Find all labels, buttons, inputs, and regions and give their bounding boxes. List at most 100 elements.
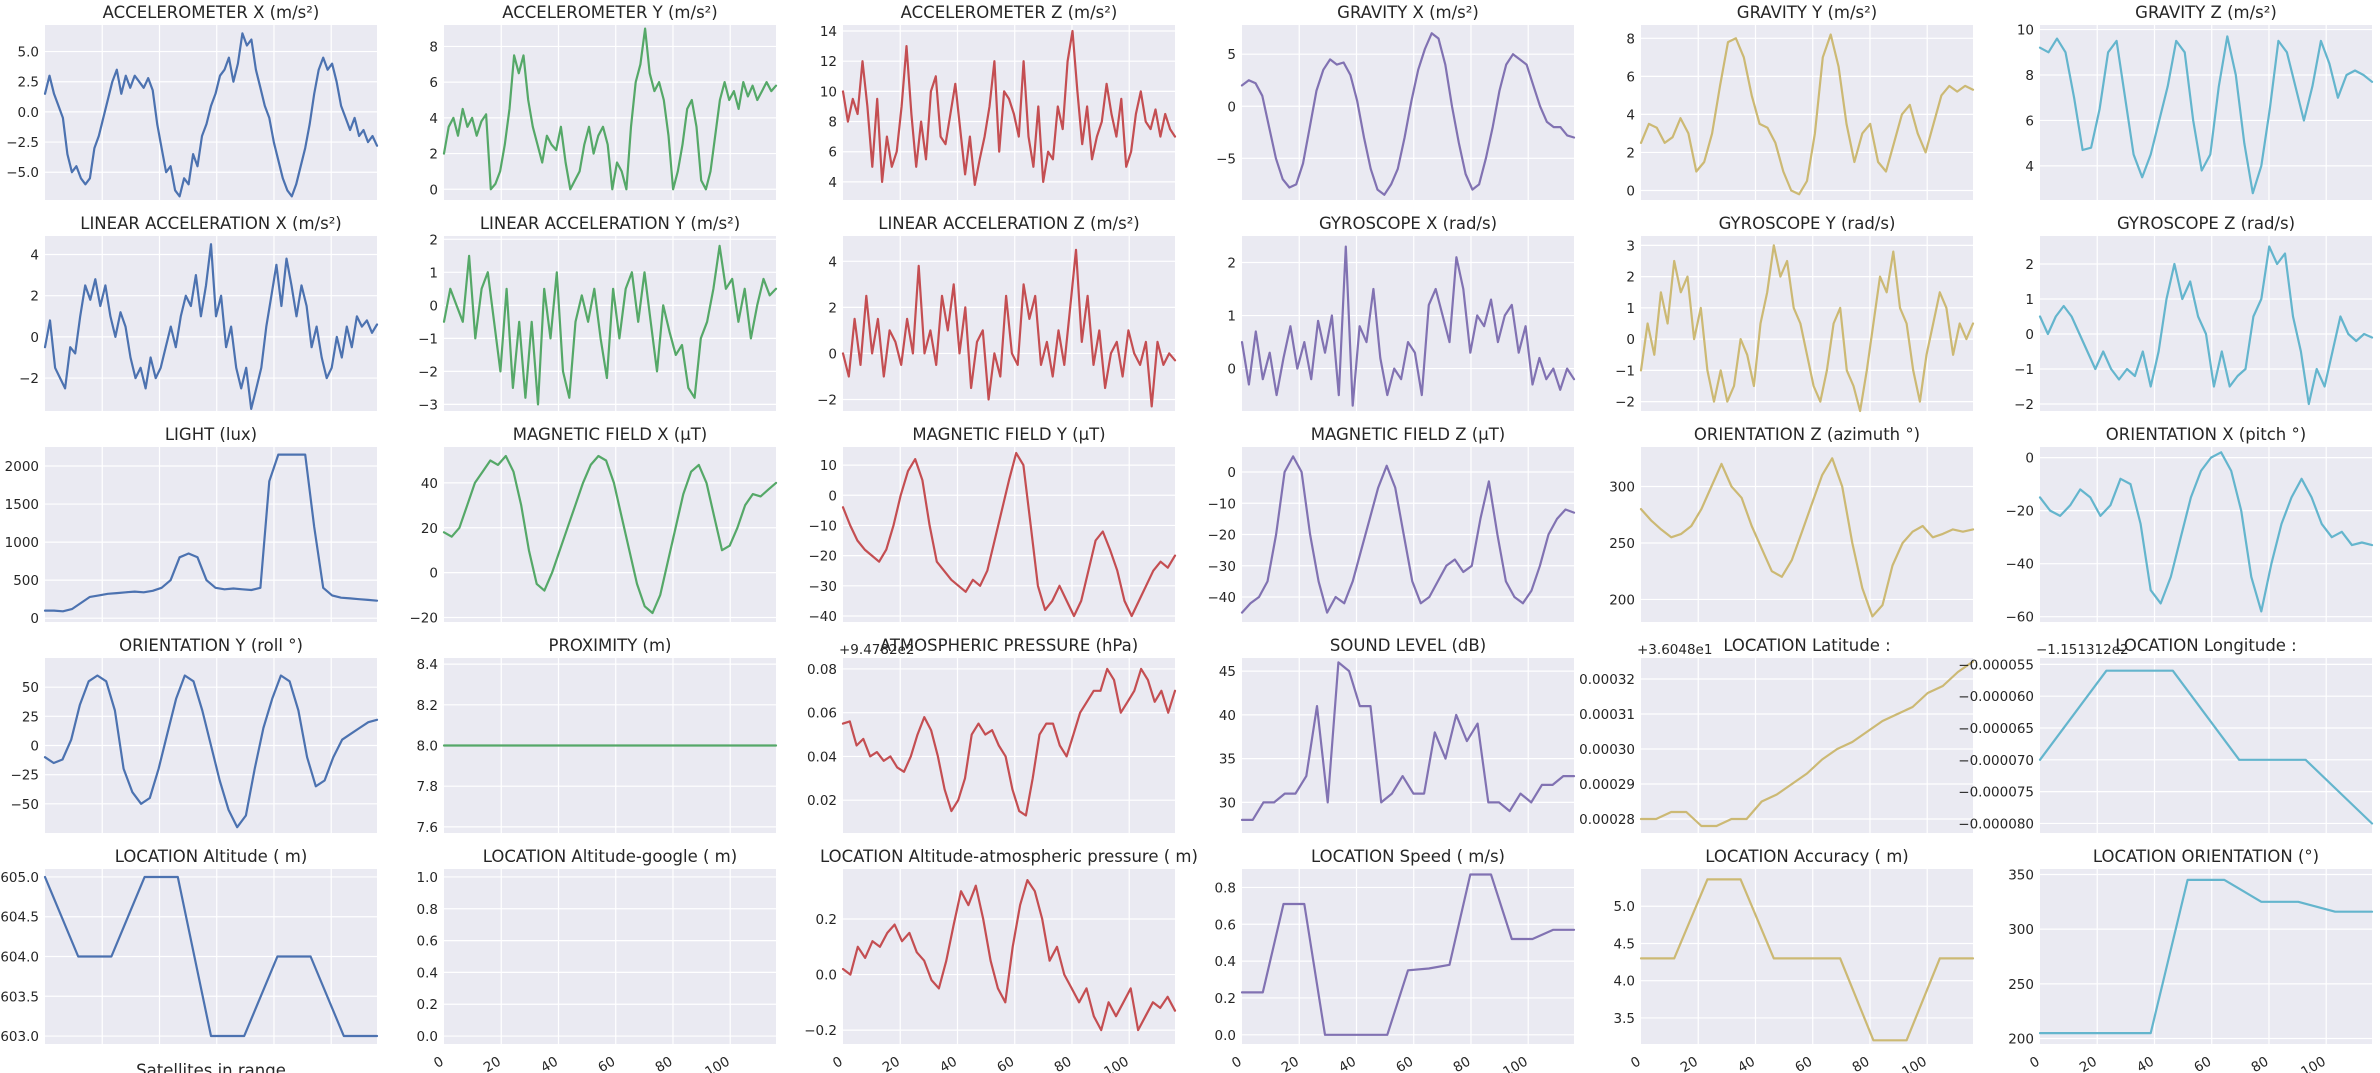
chart-title: SOUND LEVEL (dB) [1330, 636, 1486, 655]
y-tick-label: 14 [820, 24, 837, 40]
y-tick-label: −0.000075 [1958, 785, 2034, 801]
y-tick-label: −0.2 [804, 1023, 837, 1039]
y-tick-label: 0.06 [807, 706, 837, 722]
series-line [43, 453, 379, 613]
y-tick-label: 8.2 [417, 698, 438, 714]
y-tick-label: 8 [828, 115, 837, 131]
y-tick-label: 2 [1227, 256, 1236, 272]
series-line [1639, 878, 1975, 1042]
y-tick-label: 4 [30, 248, 39, 264]
plot-area [1242, 869, 1574, 1044]
x-tick-label: 20 [880, 1054, 903, 1073]
y-tick-label: 4 [429, 111, 438, 127]
series-line [1240, 455, 1576, 614]
x-tick-label: 40 [937, 1054, 960, 1073]
y-tick-label: −1 [1615, 363, 1635, 379]
plot-area [2040, 658, 2372, 833]
x-tick-label: 0 [1628, 1054, 1643, 1072]
y-tick-label: −0.000070 [1958, 753, 2034, 769]
chart-title: LINEAR ACCELERATION Y (m/s²) [480, 214, 740, 233]
chart-title: PROXIMITY (m) [549, 636, 672, 655]
x-tick-label: 80 [1052, 1054, 1075, 1073]
y-tick-label: 0.2 [417, 997, 438, 1013]
y-tick-label: −25 [11, 768, 40, 784]
chart-panel: −2 −1 0 1 2 GYROSCOPE Z (rad/s) [2014, 214, 2374, 413]
y-tick-label: −2 [817, 392, 837, 408]
series-line [43, 32, 379, 198]
plot-area [843, 658, 1175, 833]
y-tick-label: 0.0 [417, 1029, 438, 1045]
y-tick-label: 40 [421, 476, 438, 492]
y-tick-label: −2 [19, 371, 39, 387]
chart-title: GYROSCOPE X (rad/s) [1319, 214, 1497, 233]
chart-title: LOCATION ORIENTATION (°) [2093, 847, 2319, 866]
chart-title: LOCATION Altitude ( m) [115, 847, 308, 866]
x-tick-label: 40 [1336, 1054, 1359, 1073]
chart-panel: 0 500 1000 1500 2000 LIGHT (lux) [5, 425, 379, 627]
axis-offset-label: −1.151312e2 [2036, 642, 2129, 658]
y-tick-label: −2 [2014, 397, 2034, 413]
y-tick-label: 0 [1626, 332, 1635, 348]
x-tick-label: 20 [1279, 1054, 1302, 1073]
y-tick-label: 8.0 [417, 739, 438, 755]
y-tick-label: −40 [1208, 590, 1237, 606]
x-tick-label: 40 [1735, 1054, 1758, 1073]
y-tick-label: 0 [828, 346, 837, 362]
y-tick-label: 8 [429, 39, 438, 55]
y-tick-label: 1500 [5, 497, 39, 513]
y-tick-label: 0 [1227, 465, 1236, 481]
plot-area [1641, 658, 1973, 833]
y-tick-label: −10 [809, 518, 838, 534]
chart-title: GRAVITY X (m/s²) [1337, 3, 1479, 22]
x-tick-label: 40 [538, 1054, 561, 1073]
y-tick-label: 4 [1626, 107, 1635, 123]
chart-panel: −2 0 2 4 LINEAR ACCELERATION Z (m/s²) [817, 214, 1177, 411]
y-tick-label: 2 [1626, 145, 1635, 161]
x-tick-label: 60 [1792, 1054, 1815, 1073]
series-line [2038, 878, 2374, 1035]
x-tick-label: 80 [2249, 1054, 2272, 1073]
chart-title: GYROSCOPE Z (rad/s) [2117, 214, 2295, 233]
y-tick-label: 7.8 [417, 779, 438, 795]
y-tick-label: 250 [2008, 977, 2034, 993]
y-tick-label: 6 [828, 145, 837, 161]
chart-title: LOCATION Longitude : [2115, 636, 2297, 655]
y-tick-label: 10 [2017, 23, 2034, 39]
y-tick-label: 604.0 [0, 950, 39, 966]
chart-title: GRAVITY Y (m/s²) [1737, 3, 1877, 22]
y-tick-label: 20 [421, 521, 438, 537]
y-tick-label: 12 [820, 54, 837, 70]
chart-panel: −60 −40 −20 0 ORIENTATION X (pitch °) [2006, 425, 2374, 626]
x-tick-label: 100 [702, 1054, 732, 1073]
plot-area [2040, 236, 2372, 411]
plot-area [2040, 869, 2372, 1044]
x-tick-label: 100 [1500, 1054, 1530, 1073]
series-line [1639, 457, 1975, 618]
y-tick-label: 300 [1609, 480, 1635, 496]
series-line [1240, 245, 1576, 407]
y-tick-label: 0.0 [18, 105, 39, 121]
y-tick-label: 1 [1626, 301, 1635, 317]
y-tick-label: 0.6 [417, 934, 438, 950]
chart-panel: 0.00028 0.00029 0.00030 0.00031 0.00032 LOCAT… [1579, 636, 1975, 833]
y-tick-label: 300 [2008, 922, 2034, 938]
y-tick-label: 25 [22, 709, 39, 725]
chart-title: GRAVITY Z (m/s²) [2135, 3, 2277, 22]
y-tick-label: 605.0 [0, 870, 39, 886]
y-tick-label: −50 [11, 797, 40, 813]
plot-area [1242, 25, 1574, 200]
y-tick-label: 250 [1609, 536, 1635, 552]
x-tick-label: 20 [2077, 1054, 2100, 1073]
y-tick-label: 2 [1626, 270, 1635, 286]
chart-panel: −0.2 0.0 0.2 LOCATION Altitude-atmospheric … [804, 847, 1198, 1073]
x-tick-label: 80 [1451, 1054, 1474, 1073]
y-tick-label: 603.5 [0, 989, 39, 1005]
y-tick-label: 2 [429, 147, 438, 163]
series-line [1240, 32, 1576, 196]
y-tick-label: −40 [2006, 557, 2035, 573]
y-tick-label: −5.0 [6, 165, 39, 181]
chart-title: MAGNETIC FIELD Z (μT) [1311, 425, 1505, 444]
y-tick-label: −1 [2014, 362, 2034, 378]
y-tick-label: 6 [2025, 113, 2034, 129]
